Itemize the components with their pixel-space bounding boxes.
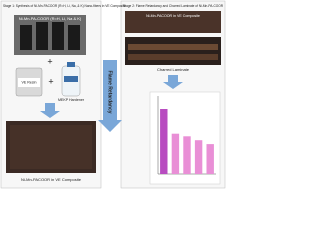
plus: +: [48, 76, 53, 86]
charred-strip: [128, 54, 218, 60]
stage1-title: Stage 1: Synthesis of Ni-Mn-PACOOR (R=H,…: [3, 4, 126, 8]
hardener-tag: [64, 76, 78, 82]
powder-beakers: [20, 22, 80, 50]
stage2-title: Stage 2: Flame Retardancy and Charred La…: [123, 4, 224, 8]
down-arrow: [40, 103, 60, 118]
center-arrow: [98, 60, 122, 132]
resin-tag: [18, 78, 40, 87]
center-label: Flame Retardancy: [107, 70, 113, 113]
down-arrow: [163, 75, 183, 89]
plus: +: [47, 56, 52, 66]
charred-label: Charred Laminate: [157, 67, 190, 72]
bar: [183, 136, 191, 174]
resin-label: VE Resin: [22, 80, 37, 84]
powder-label: Ni-Mn-PA-COOR (R=H, Li, Na & K): [19, 16, 82, 21]
hardener-cap: [67, 62, 75, 67]
bar: [206, 144, 214, 174]
charred-strip: [128, 44, 218, 50]
composite2-label: Ni-Mn-PACOOR in VE Composite: [146, 14, 200, 18]
bar: [171, 133, 180, 174]
bar: [194, 140, 203, 174]
bar: [160, 109, 168, 174]
composite-label: Ni-Mn-PACOOR in VE Composite: [21, 177, 82, 182]
hardener-label: MEKP Hardener: [58, 98, 85, 102]
graphical-abstract: Stage 1: Synthesis of Ni-Mn-PACOOR (R=H,…: [0, 0, 226, 189]
composite-sheet: [10, 125, 92, 169]
composite2-photo: [125, 11, 221, 33]
charred-photo: [125, 37, 221, 65]
